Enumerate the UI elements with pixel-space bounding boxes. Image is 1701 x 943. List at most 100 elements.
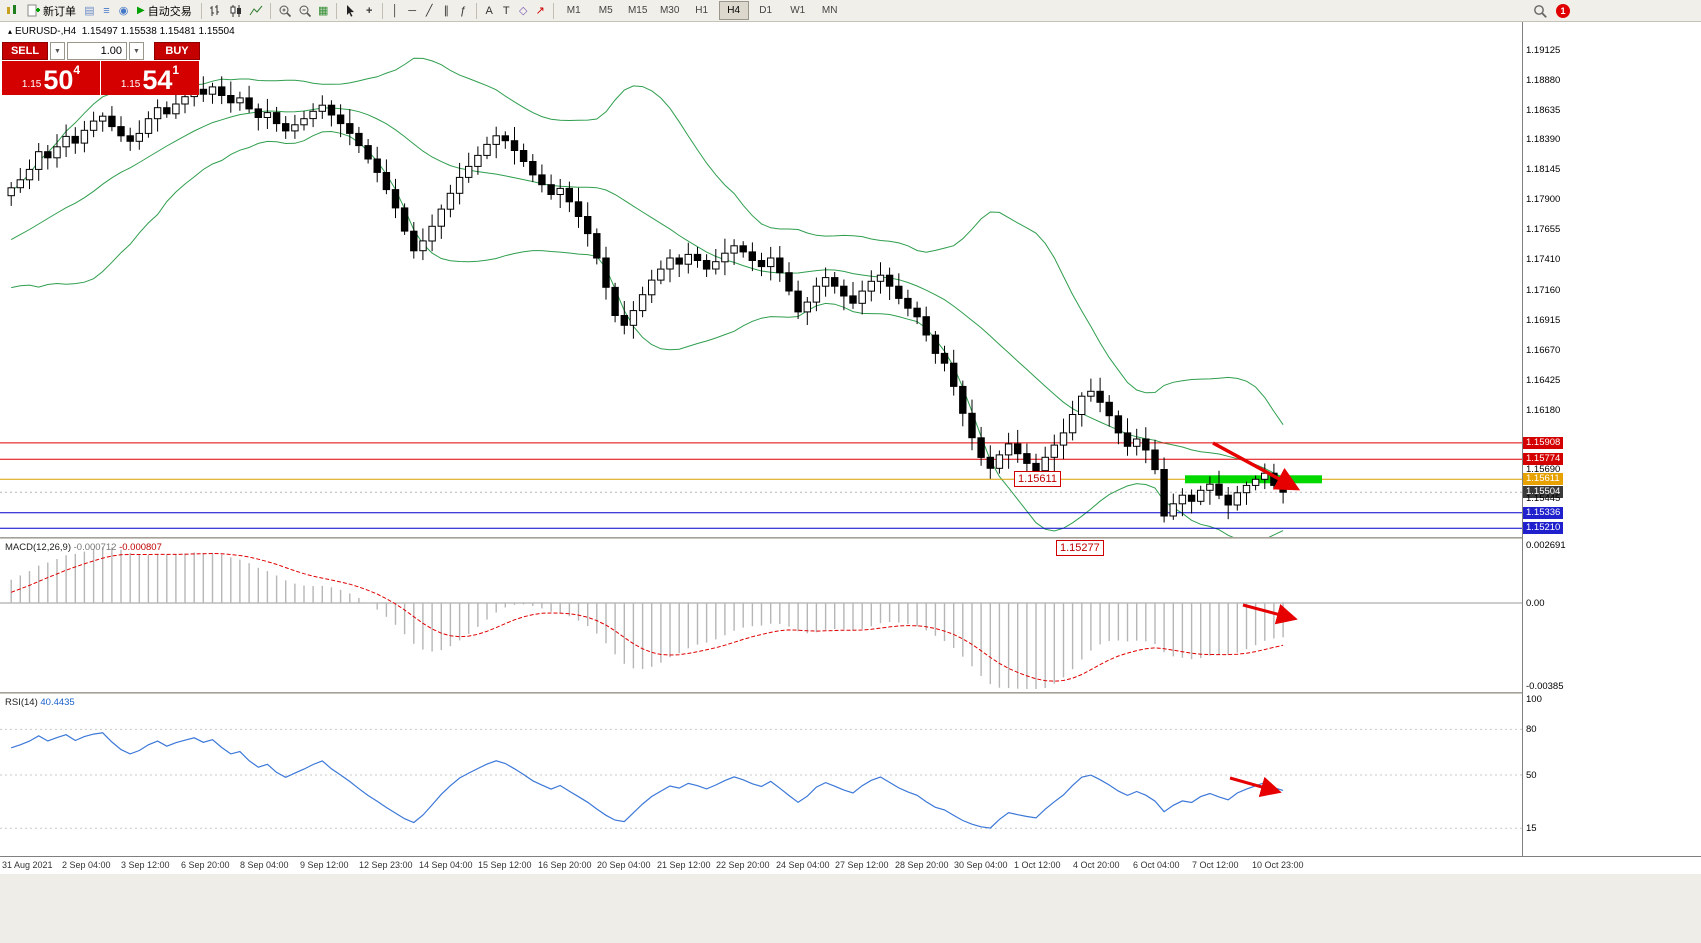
crosshair-tool-icon[interactable]: + (365, 4, 373, 17)
buy-price-display[interactable]: 1.15 54 1 (101, 61, 199, 95)
time-axis-label: 10 Oct 23:00 (1252, 860, 1304, 870)
rsi-value: 40.4435 (40, 697, 75, 708)
trend-arrow-rsi[interactable] (1229, 776, 1282, 798)
sell-button[interactable]: SELL (2, 42, 48, 60)
zoom-in-button[interactable] (275, 2, 295, 20)
timeframe-m15[interactable]: M15 (627, 5, 648, 16)
time-axis-label: 30 Sep 04:00 (954, 860, 1008, 870)
volume-dropdown[interactable]: ▼ (129, 42, 144, 60)
rsi-splitter[interactable] (0, 692, 1701, 694)
time-axis-label: 8 Sep 04:00 (240, 860, 289, 870)
main-chart[interactable]: ▴ EURUSD-,H4 1.15497 1.15538 1.15481 1.15… (0, 22, 1522, 556)
bar-chart-mode-button[interactable] (206, 2, 226, 20)
order-type-dropdown[interactable]: ▼ (50, 42, 65, 60)
macd-axis-label: -0.00385 (1526, 681, 1564, 692)
rsi-axis-label: 80 (1526, 724, 1537, 735)
zoom-in-icon (279, 5, 291, 17)
toolbar-separator (335, 2, 337, 19)
time-axis[interactable]: 31 Aug 2021 2 Sep 04:00 3 Sep 12:00 6 Sep 2… (0, 856, 1701, 874)
price-axis-label: 1.17160 (1526, 285, 1561, 296)
main-chart-canvas[interactable] (0, 22, 1522, 537)
time-axis-label: 1 Oct 12:00 (1014, 860, 1061, 870)
ohlc-toggle-icon[interactable]: ▴ (8, 27, 13, 36)
macd-panel-canvas[interactable] (0, 539, 1522, 692)
timeframe-d1[interactable]: D1 (759, 5, 773, 16)
toolbar-separator (381, 2, 383, 19)
macd-name: MACD(12,26,9) (5, 542, 71, 553)
time-axis-label: 15 Sep 12:00 (478, 860, 532, 870)
line-chart-mode-button[interactable] (246, 2, 266, 20)
notification-badge[interactable]: 1 (1556, 4, 1570, 18)
time-axis-label: 9 Sep 12:00 (300, 860, 349, 870)
price-axis-label: 1.18390 (1526, 134, 1561, 145)
low-value: 1.15481 (159, 26, 196, 37)
price-axis-label: 1.17655 (1526, 224, 1561, 235)
buy-button[interactable]: BUY (154, 42, 200, 60)
arrow-object-tool-icon[interactable]: ↗ (535, 5, 545, 17)
timeframe-h4[interactable]: H4 (718, 1, 749, 20)
price-axis-label: 1.18880 (1526, 75, 1561, 86)
buy-price-base: 1.15 (120, 79, 141, 90)
channel-tool-icon[interactable]: ∥ (443, 5, 449, 17)
ohlc-info-line: ▴ EURUSD-,H4 1.15497 1.15538 1.15481 1.15… (8, 26, 235, 37)
rsi-axis-label: 100 (1526, 694, 1542, 705)
cursor-tool-button[interactable] (341, 2, 361, 20)
trendline-tool-icon[interactable]: ╱ (425, 5, 433, 17)
symbol-label: EURUSD-,H4 (15, 26, 77, 37)
rsi-level-lines (0, 728, 1522, 829)
fibonacci-tool-icon[interactable]: ƒ (460, 4, 467, 17)
price-level-tag: 1.15774 (1523, 453, 1564, 465)
chart-window-icon[interactable] (2, 2, 22, 20)
window-bottom-strip (0, 874, 1701, 943)
trend-arrow-macd[interactable] (1242, 603, 1298, 625)
price-axis-label: 1.18145 (1526, 164, 1561, 175)
zoom-out-button[interactable] (295, 2, 315, 20)
alerts-icon[interactable]: ◉ (118, 5, 129, 17)
macd-splitter[interactable] (0, 537, 1701, 539)
market-watch-icon[interactable]: ≡ (103, 4, 110, 17)
toolbar-separator (269, 2, 271, 19)
timeframe-w1[interactable]: W1 (790, 5, 806, 16)
time-axis-label: 6 Sep 20:00 (181, 860, 230, 870)
time-axis-label: 12 Sep 23:00 (359, 860, 413, 870)
macd-axis-label: 0.002691 (1526, 540, 1566, 551)
price-axis-label: 1.16915 (1526, 315, 1561, 326)
macd-value: -0.000712 (73, 542, 117, 553)
timeframe-m5[interactable]: M5 (598, 5, 613, 16)
rsi-label: RSI(14) 40.4435 (5, 697, 75, 708)
timeframe-m1[interactable]: M1 (566, 5, 581, 16)
rsi-name: RSI(14) (5, 697, 38, 708)
time-axis-label: 27 Sep 12:00 (835, 860, 889, 870)
charts-profile-icon[interactable]: ▤ (84, 5, 95, 17)
price-level-tag: 1.15690 (1526, 464, 1561, 475)
horizontal-line-tool-icon[interactable]: ─ (408, 4, 417, 17)
auto-trading-button[interactable]: ▶ 自动交易 (132, 1, 197, 21)
macd-axis-label: 0.00 (1526, 598, 1545, 609)
trend-arrow-main[interactable] (1212, 441, 1301, 491)
arrows-tool-icon[interactable]: ◇ (518, 5, 528, 17)
price-tag-15611[interactable]: 1.15611 (1014, 471, 1061, 487)
timeframe-h1[interactable]: H1 (695, 5, 709, 16)
price-tag-15277[interactable]: 1.15277 (1056, 540, 1104, 556)
price-axis-label: 1.18635 (1526, 105, 1561, 116)
text-tool-icon[interactable]: A (485, 4, 493, 17)
time-axis-label: 31 Aug 2021 (2, 860, 53, 870)
sell-price-display[interactable]: 1.15 50 4 (2, 61, 100, 95)
price-axis[interactable]: 1.19125 1.18880 1.18635 1.18390 1.18145 1.179… (1522, 22, 1701, 856)
new-order-button[interactable]: 新订单 (22, 1, 81, 21)
zoom-out-icon (299, 5, 311, 17)
timeframe-m30[interactable]: M30 (659, 5, 680, 16)
time-axis-label: 22 Sep 20:00 (716, 860, 770, 870)
volume-input[interactable]: 1.00 (67, 42, 127, 60)
timeframe-mn[interactable]: MN (821, 5, 838, 16)
search-button[interactable] (1530, 2, 1550, 20)
text-label-tool-icon[interactable]: T (502, 4, 510, 17)
price-level-tag: 1.15611 (1523, 473, 1563, 485)
rsi-panel-canvas[interactable] (0, 694, 1522, 856)
vertical-line-tool-icon[interactable]: │ (391, 4, 399, 17)
tile-windows-icon[interactable]: ▦ (318, 5, 329, 17)
macd-label: MACD(12,26,9) -0.000712 -0.000807 (5, 542, 162, 553)
time-axis-label: 24 Sep 04:00 (776, 860, 830, 870)
candlestick-mode-button[interactable] (226, 2, 246, 20)
close-value: 1.15504 (198, 26, 235, 37)
